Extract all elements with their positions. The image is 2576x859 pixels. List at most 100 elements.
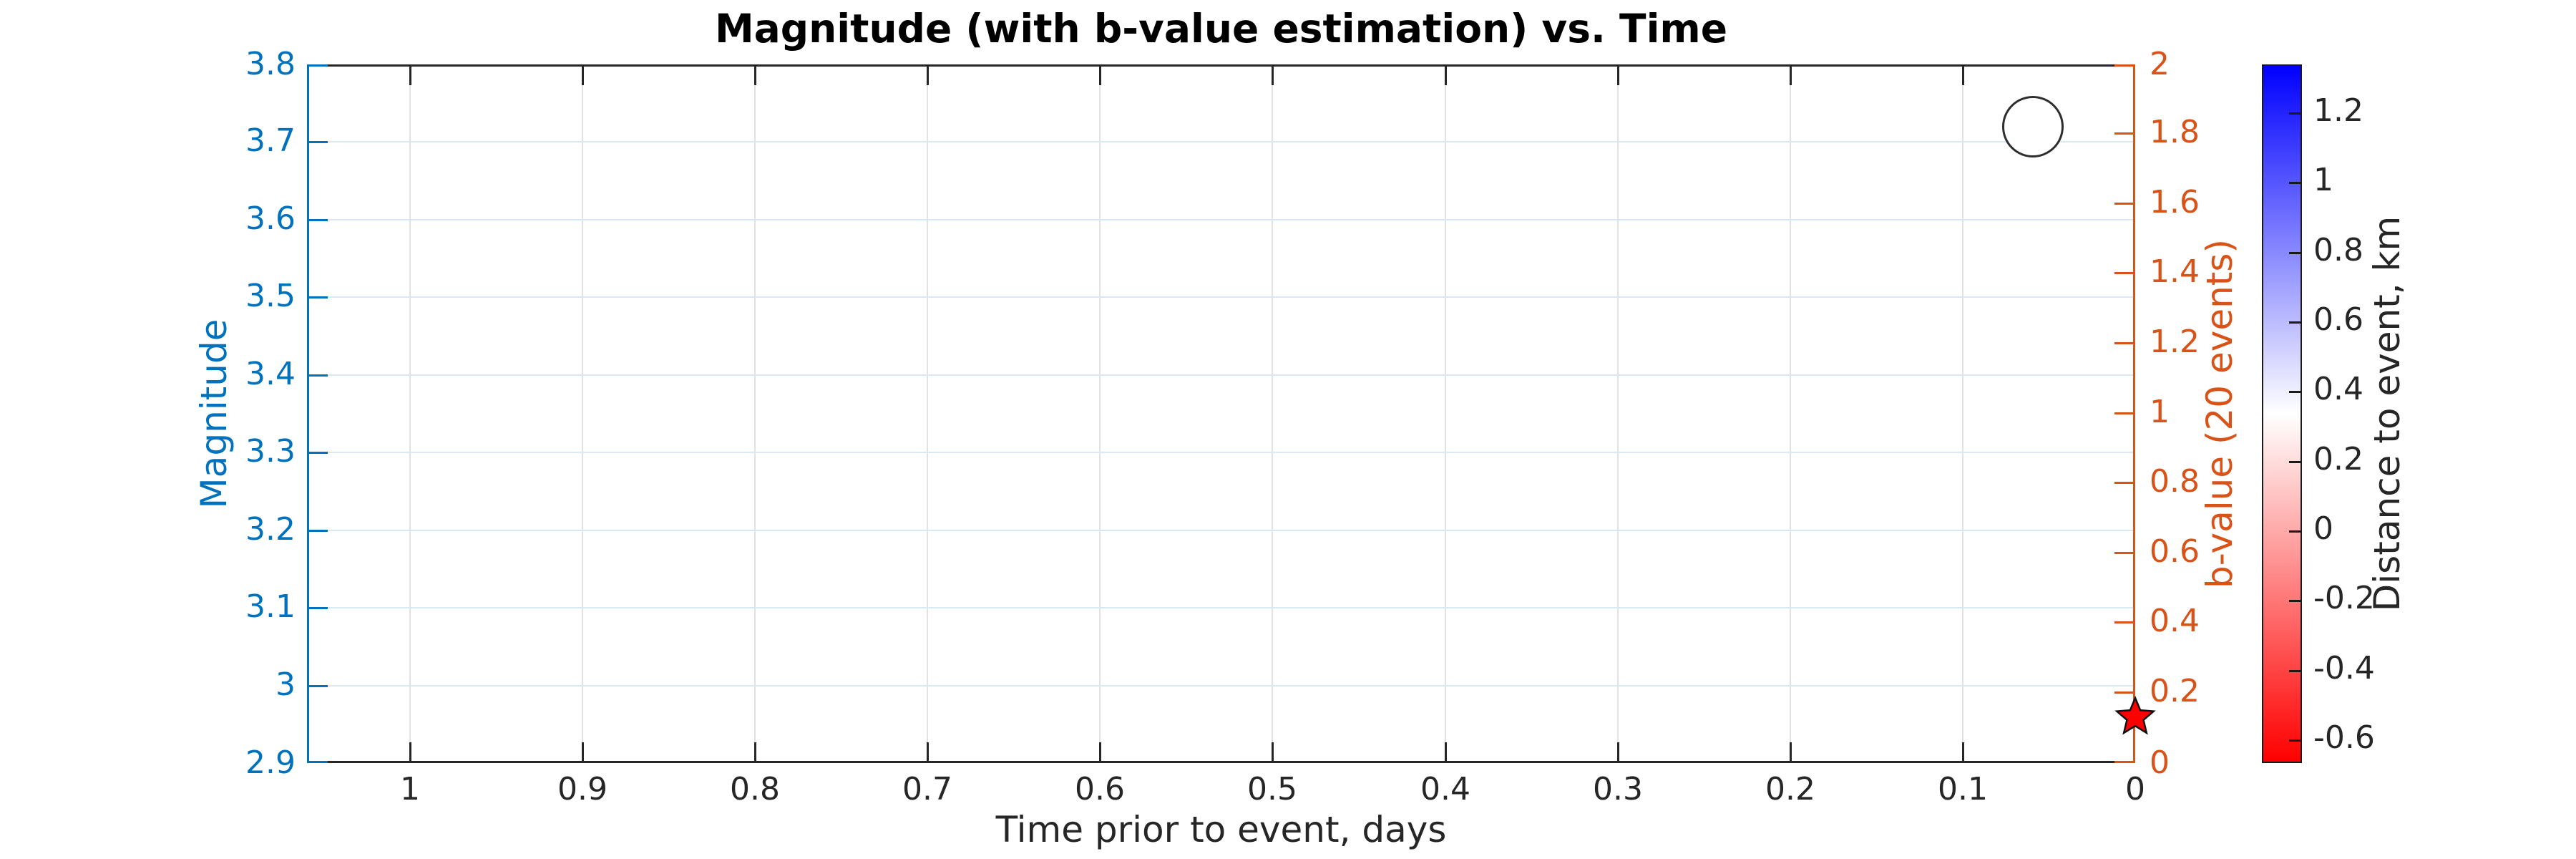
y-right-tick-mark <box>2114 761 2133 763</box>
y-gridline <box>309 141 2133 142</box>
y-left-axis-label: Magnitude <box>193 319 235 509</box>
colorbar-tick-label: 0 <box>2313 510 2333 547</box>
x-tick-mark <box>754 742 756 761</box>
axis-spine-bottom <box>307 761 2135 763</box>
y-left-tick-label: 3.5 <box>245 278 296 314</box>
x-gridline <box>582 67 583 761</box>
colorbar-tick-mark <box>2289 739 2301 742</box>
y-left-tick-label: 3.3 <box>245 433 296 470</box>
x-tick-label: 0.2 <box>1765 771 1815 807</box>
y-right-tick-label: 1.4 <box>2150 253 2200 290</box>
x-tick-mark <box>409 742 411 761</box>
y-right-tick-label: 1.2 <box>2150 324 2200 360</box>
x-gridline <box>1445 67 1446 761</box>
colorbar-tick-label: 1 <box>2313 162 2333 198</box>
plot-area <box>307 64 2156 763</box>
magnitude-circle-marker <box>2002 96 2064 157</box>
x-tick-mark-top <box>582 67 584 85</box>
y-left-tick-label: 3.7 <box>245 122 296 159</box>
y-right-tick-mark <box>2114 64 2133 67</box>
y-left-tick-mark <box>309 761 328 763</box>
y-left-tick-mark <box>309 296 328 299</box>
y-left-tick-label: 3.1 <box>245 588 296 625</box>
y-right-tick-mark <box>2114 132 2133 135</box>
colorbar-tick-label: -0.4 <box>2313 650 2375 686</box>
colorbar-tick-label: 0.4 <box>2313 371 2363 407</box>
x-tick-mark <box>1962 742 1964 761</box>
y-right-tick-mark <box>2114 691 2133 694</box>
x-tick-label: 0.3 <box>1593 771 1643 807</box>
y-left-tick-label: 2.9 <box>245 744 296 781</box>
colorbar-tick-mark <box>2289 530 2301 533</box>
colorbar-tick-label: 1.2 <box>2313 92 2363 129</box>
colorbar-tick-mark <box>2289 112 2301 115</box>
x-tick-mark <box>1790 742 1792 761</box>
y-right-tick-mark <box>2114 203 2133 205</box>
y-right-tick-label: 0 <box>2150 744 2170 781</box>
x-tick-label: 0.8 <box>730 771 780 807</box>
x-tick-label: 0.9 <box>557 771 608 807</box>
axis-spine-top <box>307 64 2135 67</box>
x-tick-mark-top <box>1962 67 1964 85</box>
x-gridline <box>1272 67 1273 761</box>
x-tick-mark-top <box>927 67 929 85</box>
x-gridline <box>754 67 756 761</box>
y-left-tick-mark <box>309 219 328 221</box>
x-gridline <box>1962 67 1963 761</box>
x-tick-label: 0 <box>2125 771 2145 807</box>
x-gridline <box>1790 67 1791 761</box>
y-right-tick-label: 0.2 <box>2150 673 2200 709</box>
axis-spine-left <box>307 64 309 763</box>
y-right-axis-label: b-value (20 events) <box>2199 239 2240 588</box>
y-right-tick-label: 1.8 <box>2150 114 2200 150</box>
x-tick-mark <box>1445 742 1447 761</box>
x-tick-label: 0.5 <box>1247 771 1297 807</box>
x-tick-mark <box>582 742 584 761</box>
y-right-tick-label: 0.6 <box>2150 533 2200 570</box>
x-tick-label: 0.7 <box>902 771 952 807</box>
y-gridline <box>309 530 2133 531</box>
y-left-tick-mark <box>309 452 328 454</box>
x-tick-mark-top <box>1445 67 1447 85</box>
x-tick-mark <box>927 742 929 761</box>
y-right-tick-mark <box>2114 621 2133 623</box>
colorbar-tick-label: 0.2 <box>2313 441 2363 477</box>
y-left-tick-label: 3.6 <box>245 200 296 237</box>
x-gridline <box>409 67 411 761</box>
colorbar-tick-mark <box>2289 600 2301 602</box>
y-right-tick-mark <box>2114 342 2133 344</box>
y-right-tick-mark <box>2114 552 2133 554</box>
x-tick-mark <box>1099 742 1101 761</box>
x-tick-mark-top <box>1099 67 1101 85</box>
x-tick-mark <box>1272 742 1274 761</box>
y-right-tick-label: 0.4 <box>2150 603 2200 639</box>
y-gridline <box>309 219 2133 220</box>
y-right-tick-label: 1.6 <box>2150 184 2200 220</box>
y-gridline <box>309 296 2133 298</box>
colorbar-tick-label: -0.2 <box>2313 580 2375 616</box>
y-left-tick-mark <box>309 374 328 377</box>
y-left-tick-mark <box>309 685 328 687</box>
colorbar-tick-mark <box>2289 182 2301 184</box>
y-left-tick-mark <box>309 530 328 532</box>
y-left-tick-mark <box>309 141 328 143</box>
x-tick-mark-top <box>1790 67 1792 85</box>
x-gridline <box>1617 67 1619 761</box>
x-tick-label: 0.1 <box>1938 771 1988 807</box>
y-left-tick-label: 3.8 <box>245 46 296 82</box>
event-star-marker <box>2114 695 2156 735</box>
colorbar-tick-mark <box>2289 461 2301 463</box>
y-gridline <box>309 685 2133 686</box>
y-left-tick-label: 3.2 <box>245 511 296 548</box>
colorbar <box>2262 64 2302 763</box>
colorbar-tick-label: 0.6 <box>2313 301 2363 338</box>
colorbar-axis-label: Distance to event, km <box>2366 215 2408 612</box>
colorbar-tick-label: -0.6 <box>2313 719 2375 756</box>
y-right-tick-label: 0.8 <box>2150 463 2200 500</box>
colorbar-tick-mark <box>2289 670 2301 672</box>
x-tick-mark-top <box>1272 67 1274 85</box>
axis-spine-right <box>2133 64 2135 763</box>
y-right-tick-label: 2 <box>2150 46 2170 82</box>
colorbar-tick-mark <box>2289 321 2301 324</box>
x-gridline <box>927 67 928 761</box>
